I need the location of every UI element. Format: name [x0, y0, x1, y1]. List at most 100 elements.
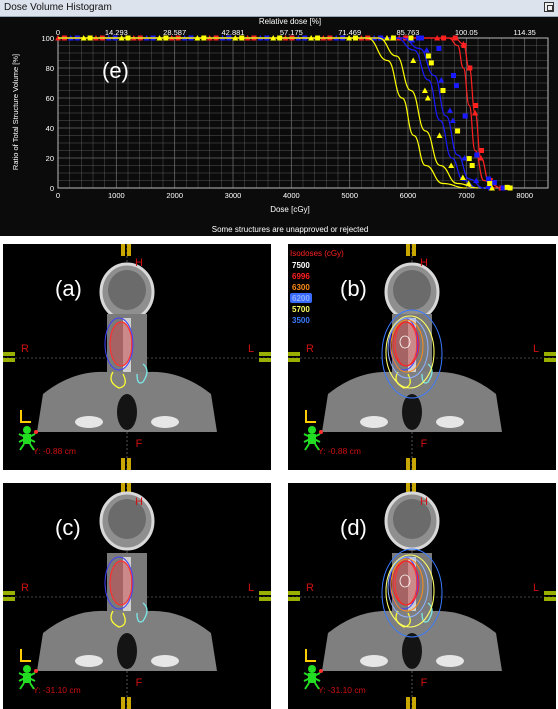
contour-cyan — [136, 602, 148, 623]
y-axis-label: Ratio of Total Structure Volume [%] — [11, 54, 20, 170]
left-edge-marker — [288, 352, 300, 356]
contour-blue — [104, 556, 134, 610]
target-volume — [394, 321, 418, 367]
right-edge-marker — [259, 591, 271, 595]
dvh-marker-square — [452, 35, 458, 41]
slice-coordinate: Y: -31.10 cm — [318, 685, 366, 695]
patient-hand-marker — [34, 669, 38, 673]
dvh-curve — [57, 37, 479, 189]
target-volume — [109, 560, 133, 606]
dvh-marker-square — [486, 176, 491, 182]
contour-blue — [389, 556, 419, 610]
brain — [393, 270, 431, 310]
dvh-marker-square — [462, 113, 468, 119]
dvh-marker-square — [479, 148, 484, 153]
dvh-footer-note: Some structures are unapproved or reject… — [212, 225, 369, 234]
clavicle-left — [360, 416, 388, 428]
patient-arms — [303, 672, 321, 682]
orientation-right-label: R — [21, 343, 29, 355]
dvh-window: Dose Volume Histogram Relative dose [%] … — [0, 0, 558, 236]
top-tick-label: 0 — [56, 28, 60, 37]
ct-panel-b[interactable]: H F R L (b) Y: -0.88 cm Isodoses (cGy) 7500 6996… — [288, 244, 556, 470]
dvh-marker-square — [441, 35, 447, 41]
y-tick-label: 60 — [46, 94, 54, 103]
dvh-marker-square — [507, 185, 513, 191]
top-edge-marker — [406, 483, 410, 495]
dvh-marker-triangle — [436, 132, 443, 138]
dvh-marker-square — [125, 35, 131, 41]
clavicle-left — [360, 655, 388, 667]
orientation-feet-label: F — [136, 438, 143, 450]
bottom-edge-marker — [121, 697, 125, 709]
slice-coordinate: Y: -31.10 cm — [33, 685, 81, 695]
dvh-marker-square — [315, 35, 321, 41]
axis-indicator-icon — [305, 410, 316, 423]
isodose-6996 — [392, 560, 420, 606]
ct-view: H F R L (a) Y: -0.88 cm — [3, 244, 271, 470]
dvh-marker-square — [416, 35, 421, 41]
isodose-legend-item: 3500 — [292, 316, 310, 325]
isodose-6200 — [387, 317, 429, 379]
top-axis-label: Relative dose [%] — [259, 17, 321, 26]
dvh-marker-triangle — [448, 162, 455, 168]
dvh-marker-square — [353, 35, 358, 41]
patient-hand-marker — [34, 430, 38, 434]
patient-orientation-icon — [303, 665, 323, 690]
dvh-marker-square — [473, 103, 479, 108]
top-edge-marker — [406, 244, 410, 256]
top-tick-label: 114.35 — [513, 28, 535, 37]
trachea — [117, 633, 137, 669]
patient-leg — [29, 682, 35, 690]
trachea — [402, 633, 422, 669]
patient-orientation-icon — [18, 426, 38, 451]
dvh-marker-square — [451, 73, 456, 78]
panel-label: (a) — [55, 276, 82, 301]
dvh-chart: Relative dose [%] Dose [cGy] Ratio of To… — [11, 17, 549, 234]
dvh-marker-square — [487, 181, 493, 186]
dvh-marker-square — [163, 35, 169, 41]
patient-leg — [29, 443, 35, 451]
top-tick-label: 100.05 — [455, 28, 478, 37]
orientation-left-label: L — [248, 582, 254, 594]
brain — [108, 499, 146, 539]
maximize-button[interactable] — [544, 2, 554, 12]
patient-orientation-icon — [303, 426, 323, 451]
left-edge-marker — [288, 591, 300, 595]
x-tick-label: 3000 — [225, 191, 242, 200]
dvh-marker-square — [466, 156, 472, 162]
dvh-marker-square — [467, 65, 473, 71]
contour-yellow — [395, 610, 411, 628]
clavicle-right — [436, 655, 464, 667]
right-edge-marker — [259, 597, 271, 601]
dvh-marker-square — [500, 185, 506, 191]
dvh-marker-square — [461, 43, 467, 48]
clavicle-right — [151, 655, 179, 667]
orientation-feet-label: F — [421, 677, 428, 689]
slice-coordinate: Y: -0.88 cm — [318, 446, 361, 456]
top-edge-marker — [127, 483, 131, 495]
top-edge-marker — [121, 244, 125, 256]
orientation-right-label: R — [306, 582, 314, 594]
ct-panel-c[interactable]: H F R L (c) Y: -31.10 cm — [3, 483, 271, 709]
right-edge-marker — [259, 352, 271, 356]
patient-leg — [304, 682, 310, 690]
top-tick-label: 57.175 — [280, 28, 303, 37]
isodose-legend-item: 5700 — [292, 305, 310, 314]
patient-hand-marker — [319, 430, 323, 434]
isodose-legend: Isodoses (cGy) 7500 6996 6300 6200 5700 3500 — [290, 249, 344, 325]
ct-panel-a[interactable]: H F R L (a) Y: -0.88 cm — [3, 244, 271, 470]
ct-panel-d[interactable]: H F R L (d) Y: -31.10 cm — [288, 483, 556, 709]
patient-arms — [18, 672, 36, 682]
dvh-marker-triangle — [477, 155, 484, 161]
axis-indicator-icon — [20, 649, 31, 662]
contour-yellow — [110, 610, 126, 628]
isodose-legend-item: 7500 — [292, 261, 310, 270]
dvh-marker-triangle — [421, 87, 428, 93]
contour-cyan — [136, 363, 148, 384]
dvh-marker-square — [436, 46, 442, 51]
trachea — [402, 394, 422, 430]
dvh-marker-square — [504, 184, 510, 190]
target-volume — [394, 560, 418, 606]
x-tick-label: 1000 — [108, 191, 125, 200]
left-edge-marker — [3, 591, 15, 595]
